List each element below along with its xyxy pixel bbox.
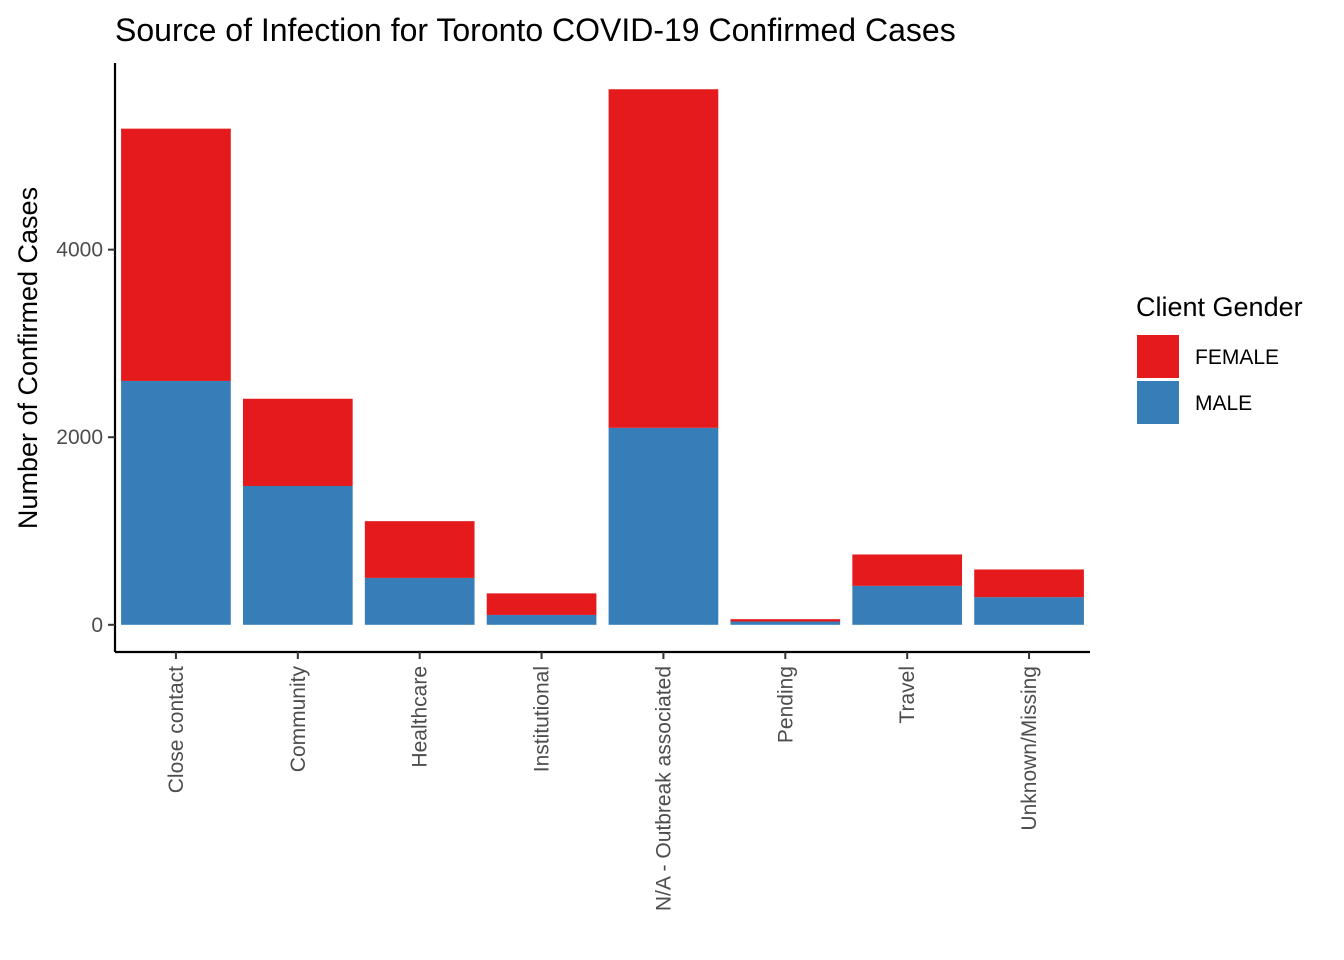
bar-female-3: [486, 593, 597, 615]
bar-female-2: [364, 521, 475, 578]
axes-group: 0 2000 4000 Close contact Community Healthcar…: [56, 63, 1090, 911]
y-axis-label: Number of Confirmed Cases: [13, 187, 43, 529]
bar-male-0: [121, 380, 231, 625]
x-tick-label: Community: [287, 666, 310, 773]
y-tick-label: 4000: [56, 239, 103, 262]
bar-female-5: [730, 619, 841, 622]
bar-male-1: [242, 485, 353, 625]
x-tick-label: Institutional: [531, 666, 554, 772]
legend: Client Gender FEMALE MALE: [1136, 292, 1303, 424]
chart-title: Source of Infection for Toronto COVID-19…: [115, 12, 956, 48]
legend-label-male: MALE: [1195, 392, 1252, 415]
legend-label-female: FEMALE: [1195, 346, 1279, 369]
bar-female-4: [608, 89, 719, 428]
y-tick-label: 0: [91, 614, 103, 637]
legend-swatch-male: [1137, 381, 1179, 424]
bar-female-0: [121, 128, 231, 381]
x-tick-label: Pending: [774, 666, 797, 743]
x-tick-label: N/A - Outbreak associated: [652, 666, 675, 911]
bar-male-5: [730, 621, 841, 625]
x-tick-label: Healthcare: [409, 666, 432, 768]
bar-female-1: [242, 398, 353, 486]
bar-male-6: [852, 585, 963, 625]
y-tick-label: 2000: [56, 426, 103, 449]
x-tick-label: Unknown/Missing: [1018, 666, 1041, 831]
legend-swatch-female: [1137, 335, 1179, 378]
legend-title: Client Gender: [1136, 292, 1303, 322]
bar-male-7: [974, 597, 1084, 625]
x-tick-label: Travel: [896, 666, 919, 724]
bar-female-7: [974, 569, 1084, 598]
bar-male-2: [364, 577, 475, 625]
bar-male-4: [608, 427, 719, 625]
bar-female-6: [852, 554, 963, 586]
bars-group: [121, 89, 1084, 625]
bar-male-3: [486, 614, 597, 625]
x-tick-label: Close contact: [165, 666, 188, 793]
